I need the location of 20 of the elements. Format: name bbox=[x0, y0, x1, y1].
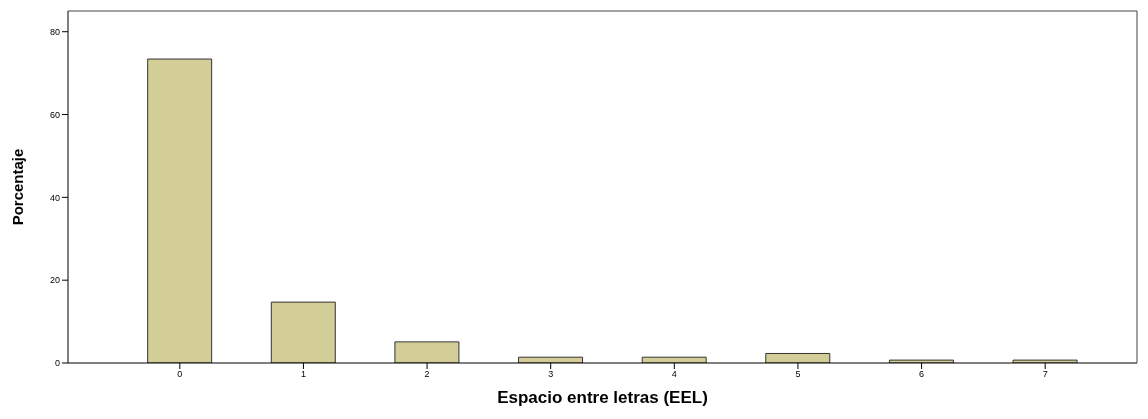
y-tick-label: 80 bbox=[49, 26, 60, 37]
y-tick-label: 60 bbox=[49, 109, 60, 120]
bar bbox=[147, 58, 213, 363]
x-tick-label: 7 bbox=[1042, 369, 1048, 380]
y-tick-label: 40 bbox=[49, 192, 60, 203]
x-axis-title: Espacio entre letras (EEL) bbox=[497, 388, 708, 407]
x-tick-label: 4 bbox=[671, 369, 677, 380]
y-tick-label: 20 bbox=[49, 275, 60, 286]
bar bbox=[765, 352, 831, 363]
y-axis-title: Porcentaje bbox=[9, 148, 27, 226]
x-tick-label: 5 bbox=[795, 369, 801, 380]
y-tick-label: 0 bbox=[54, 358, 60, 369]
x-tick-label: 6 bbox=[919, 369, 925, 380]
bar bbox=[1012, 359, 1078, 363]
x-tick-label: 2 bbox=[424, 369, 430, 380]
x-tick-label: 0 bbox=[177, 369, 183, 380]
bar bbox=[394, 341, 460, 363]
bar bbox=[270, 301, 336, 363]
x-tick-label: 3 bbox=[548, 369, 554, 380]
x-tick-label: 1 bbox=[300, 369, 306, 380]
